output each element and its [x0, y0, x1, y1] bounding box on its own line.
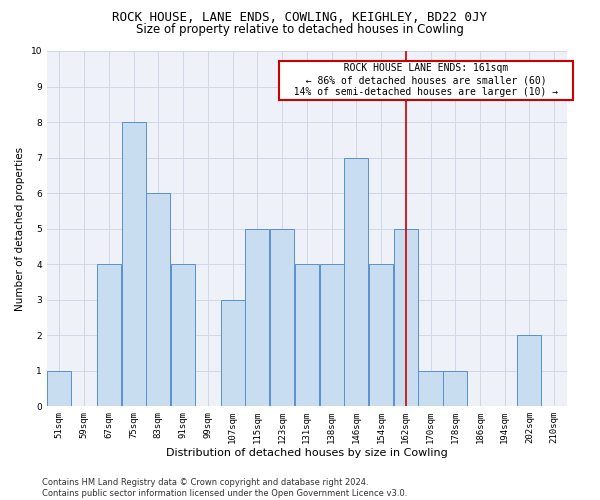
Bar: [97, 264, 121, 406]
Text: ROCK HOUSE LANE ENDS: 161sqm  
  ← 86% of detached houses are smaller (60)  
  1: ROCK HOUSE LANE ENDS: 161sqm ← 86% of de…: [283, 64, 570, 96]
Bar: [418, 370, 443, 406]
Bar: [295, 264, 319, 406]
Bar: [270, 228, 294, 406]
Text: ROCK HOUSE, LANE ENDS, COWLING, KEIGHLEY, BD22 0JY: ROCK HOUSE, LANE ENDS, COWLING, KEIGHLEY…: [113, 11, 487, 24]
Bar: [245, 228, 269, 406]
Bar: [171, 264, 195, 406]
X-axis label: Distribution of detached houses by size in Cowling: Distribution of detached houses by size …: [166, 448, 448, 458]
Bar: [394, 228, 418, 406]
Bar: [517, 335, 541, 406]
Text: Contains HM Land Registry data © Crown copyright and database right 2024.
Contai: Contains HM Land Registry data © Crown c…: [42, 478, 407, 498]
Bar: [146, 193, 170, 406]
Bar: [369, 264, 393, 406]
Bar: [47, 370, 71, 406]
Y-axis label: Number of detached properties: Number of detached properties: [15, 146, 25, 310]
Bar: [221, 300, 245, 406]
Bar: [344, 158, 368, 406]
Text: Size of property relative to detached houses in Cowling: Size of property relative to detached ho…: [136, 22, 464, 36]
Bar: [320, 264, 344, 406]
Bar: [443, 370, 467, 406]
Bar: [122, 122, 146, 406]
